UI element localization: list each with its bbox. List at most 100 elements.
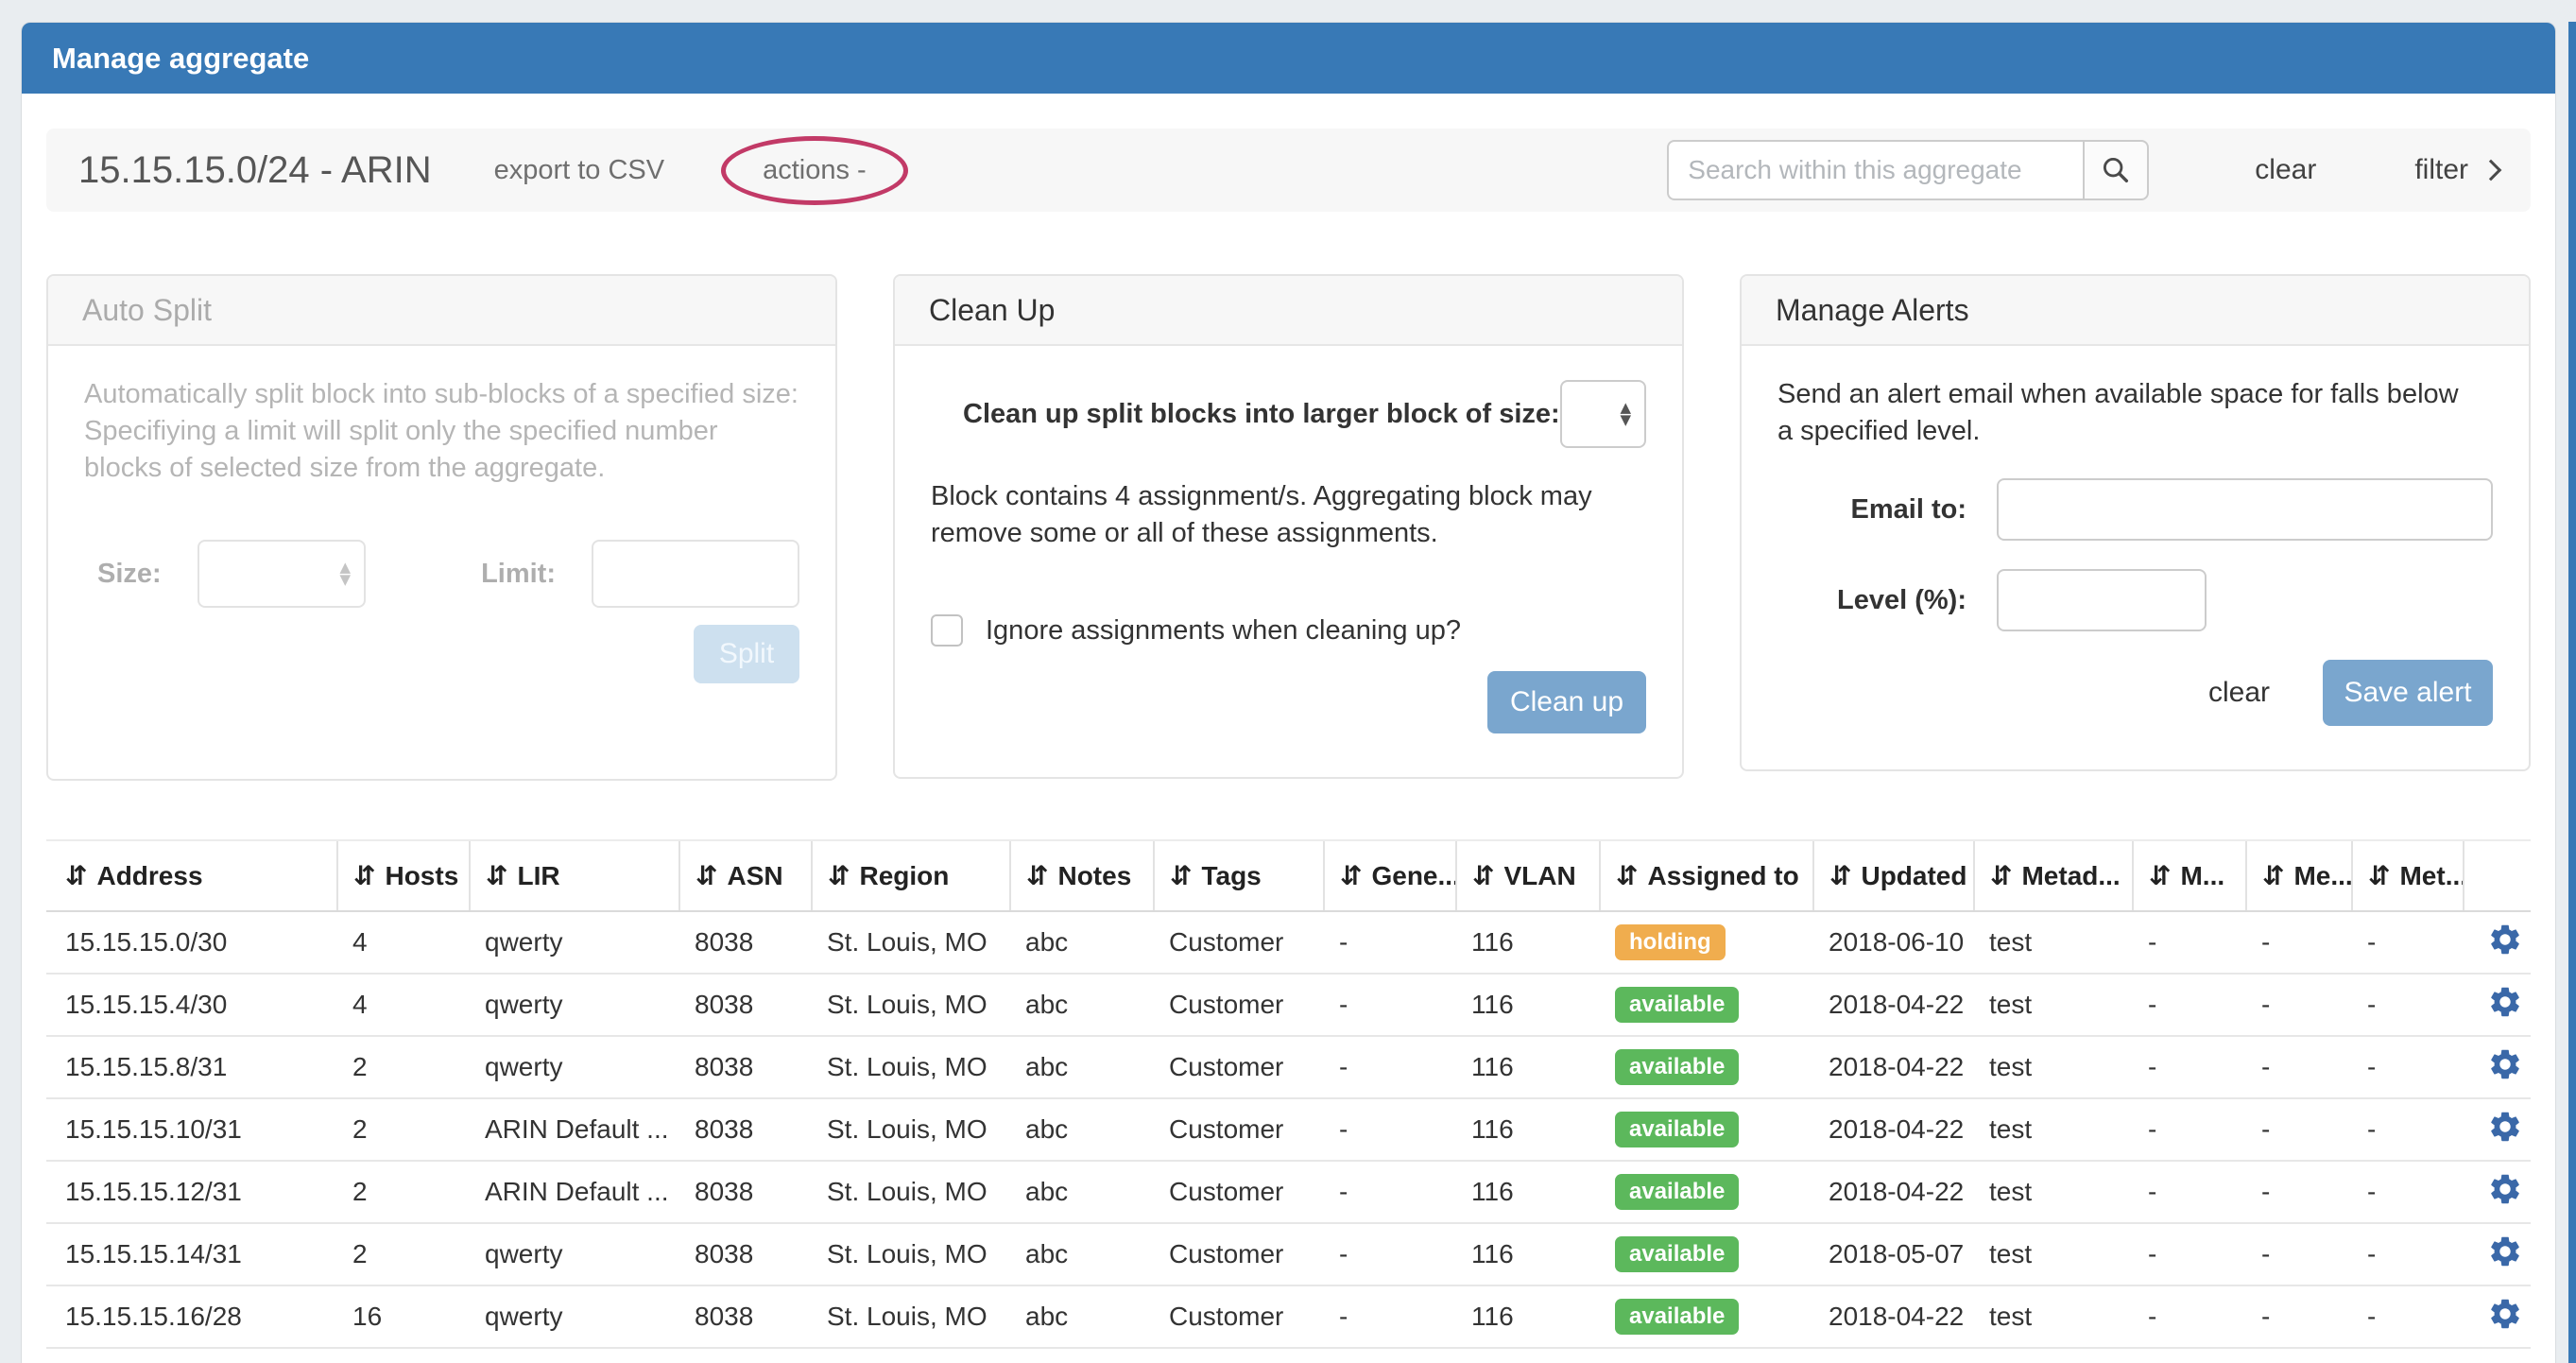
size-select[interactable]: ▲ ▼: [197, 540, 367, 608]
cell-metad: test: [1974, 1161, 2133, 1224]
gear-icon[interactable]: [2487, 922, 2523, 958]
clean-up-panel-body: Clean up split blocks into larger block …: [895, 346, 1682, 733]
cell-address: 15.15.15.4/30: [46, 974, 337, 1037]
filter-link[interactable]: filter: [2414, 154, 2502, 186]
cell-m1: -: [2133, 1098, 2246, 1162]
cell-assigned: available: [1600, 1285, 1813, 1349]
search-input[interactable]: [1667, 140, 2084, 200]
column-header-me[interactable]: ⇵ Me...: [2245, 839, 2352, 912]
auto-split-panel: Auto Split Automatically split block int…: [46, 274, 837, 781]
ignore-assignments-checkbox[interactable]: [931, 614, 963, 647]
table-row: 15.15.15.0/30 4 qwerty 8038 St. Louis, MO abc…: [46, 911, 2531, 975]
cell-tags: Customer: [1154, 911, 1324, 975]
column-header-metad[interactable]: ⇵ Metad...: [1973, 839, 2133, 912]
cell-region: St. Louis, MO: [812, 1098, 1010, 1162]
column-header-notes[interactable]: ⇵ Notes: [1009, 839, 1154, 912]
column-label: Gene...: [1371, 861, 1456, 890]
manage-alerts-description: Send an alert email when available space…: [1777, 379, 2459, 446]
sort-icon: ⇵: [2262, 860, 2285, 891]
gear-icon[interactable]: [2487, 1171, 2523, 1207]
column-header-assigned[interactable]: ⇵ Assigned to: [1599, 839, 1813, 912]
table-row: 15.15.15.14/31 2 qwerty 8038 St. Louis, MO ab…: [46, 1223, 2531, 1286]
cell-vlan: 116: [1456, 1223, 1600, 1286]
column-header-hosts[interactable]: ⇵ Hosts: [336, 839, 470, 912]
cell-m1: -: [2133, 1161, 2246, 1224]
clean-up-panel: Clean Up Clean up split blocks into larg…: [893, 274, 1684, 779]
ignore-assignments-label: Ignore assignments when cleaning up?: [986, 614, 1461, 646]
sort-icon: ⇵: [2368, 860, 2391, 891]
cell-assigned: available: [1600, 974, 1813, 1037]
cell-assigned: available: [1600, 1161, 1813, 1224]
card-body: 15.15.15.0/24 - ARIN export to CSV actio…: [22, 94, 2555, 1349]
cell-me: -: [2246, 1223, 2352, 1286]
save-alert-button[interactable]: Save alert: [2323, 660, 2493, 726]
cell-hosts: 2: [337, 1161, 470, 1224]
sort-icon: ⇵: [1340, 860, 1363, 891]
ignore-assignments-row: Ignore assignments when cleaning up?: [931, 614, 1646, 647]
column-header-updated[interactable]: ⇵ Updated: [1812, 839, 1974, 912]
row-settings-cell: [2464, 1036, 2531, 1099]
cell-region: St. Louis, MO: [812, 1285, 1010, 1349]
auto-split-form-row: Size: ▲ ▼ Limit:: [84, 540, 799, 608]
cell-gene: -: [1324, 911, 1456, 975]
clear-search-link[interactable]: clear: [2255, 154, 2317, 185]
column-header-tags[interactable]: ⇵ Tags: [1153, 839, 1324, 912]
cell-hosts: 4: [337, 974, 470, 1037]
table-row: 15.15.15.8/31 2 qwerty 8038 St. Louis, MO abc…: [46, 1036, 2531, 1099]
column-header-met[interactable]: ⇵ Met...: [2351, 839, 2464, 912]
level-input[interactable]: [1997, 569, 2207, 631]
actions-dropdown[interactable]: actions -: [763, 154, 867, 185]
blocks-table: ⇵ Address ⇵ Hosts ⇵ LIR ⇵ ASN ⇵ Region ⇵ Notes ⇵ Tags…: [46, 839, 2531, 1349]
cell-lir: ARIN Default ...: [470, 1098, 679, 1162]
table-row: 15.15.15.12/31 2 ARIN Default ... 8038 St. L…: [46, 1161, 2531, 1224]
status-badge: available: [1615, 987, 1740, 1023]
search-icon: [2100, 154, 2132, 186]
cell-lir: ARIN Default ...: [470, 1161, 679, 1224]
cell-updated: 2018-04-22: [1813, 1285, 1974, 1349]
gear-icon[interactable]: [2487, 1109, 2523, 1145]
cell-asn: 8038: [679, 1098, 812, 1162]
table-row: 15.15.15.10/31 2 ARIN Default ... 8038 St. L…: [46, 1098, 2531, 1162]
column-header-asn[interactable]: ⇵ ASN: [678, 839, 812, 912]
column-header-m1[interactable]: ⇵ M...: [2132, 839, 2246, 912]
cell-region: St. Louis, MO: [812, 974, 1010, 1037]
gear-icon[interactable]: [2487, 1234, 2523, 1269]
clean-up-size-select[interactable]: ▲ ▼: [1559, 380, 1646, 448]
cell-vlan: 116: [1456, 1036, 1600, 1099]
cell-me: -: [2246, 911, 2352, 975]
alert-clear-link[interactable]: clear: [2207, 677, 2270, 708]
search-button[interactable]: [2083, 140, 2150, 200]
cell-notes: abc: [1010, 974, 1154, 1037]
cell-tags: Customer: [1154, 1161, 1324, 1224]
auto-split-panel-title: Auto Split: [48, 276, 835, 346]
row-settings-cell: [2464, 1098, 2531, 1162]
column-header-address[interactable]: ⇵ Address: [46, 839, 337, 912]
auto-split-description: Automatically split block into sub-block…: [84, 379, 799, 483]
column-label: Hosts: [385, 861, 459, 890]
status-badge: available: [1615, 1049, 1740, 1085]
gear-icon[interactable]: [2487, 1296, 2523, 1332]
split-button[interactable]: Split: [694, 625, 799, 683]
column-header-lir[interactable]: ⇵ LIR: [469, 839, 679, 912]
table-body: 15.15.15.0/30 4 qwerty 8038 St. Louis, MO abc…: [46, 911, 2531, 1349]
column-label: Region: [859, 861, 950, 890]
gear-icon[interactable]: [2487, 984, 2523, 1020]
export-to-csv-link[interactable]: export to CSV: [493, 154, 665, 185]
column-header-vlan[interactable]: ⇵ VLAN: [1455, 839, 1600, 912]
clean-up-button[interactable]: Clean up: [1487, 671, 1646, 733]
cell-gene: -: [1324, 1285, 1456, 1349]
cell-vlan: 116: [1456, 1285, 1600, 1349]
gear-icon[interactable]: [2487, 1046, 2523, 1082]
cell-notes: abc: [1010, 1223, 1154, 1286]
clean-up-panel-title: Clean Up: [895, 276, 1682, 346]
cell-notes: abc: [1010, 1036, 1154, 1099]
column-header-region[interactable]: ⇵ Region: [811, 839, 1010, 912]
limit-input[interactable]: [592, 540, 799, 608]
cell-gene: -: [1324, 974, 1456, 1037]
cell-tags: Customer: [1154, 1098, 1324, 1162]
cell-me: -: [2246, 974, 2352, 1037]
column-header-gene[interactable]: ⇵ Gene...: [1323, 839, 1456, 912]
cell-met: -: [2352, 911, 2464, 975]
email-to-input[interactable]: [1997, 478, 2493, 541]
cell-met: -: [2352, 1223, 2464, 1286]
